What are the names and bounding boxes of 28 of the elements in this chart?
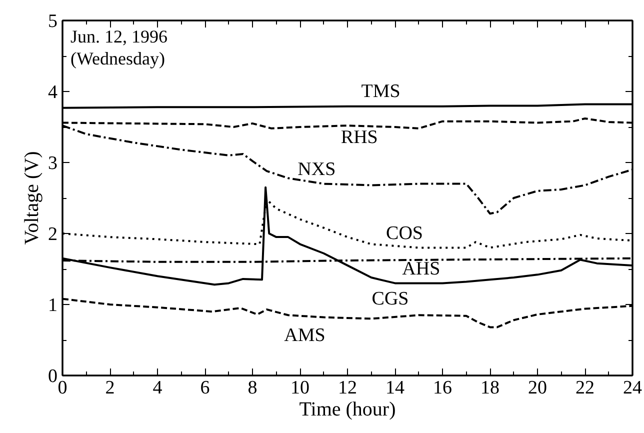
y-tick-label: 3 bbox=[48, 153, 58, 174]
x-tick-label: 22 bbox=[576, 378, 594, 398]
x-tick-label: 6 bbox=[200, 378, 210, 398]
x-tick-label: 14 bbox=[386, 378, 405, 398]
series-label: COS bbox=[386, 223, 423, 244]
x-tick-label: 2 bbox=[105, 378, 115, 398]
x-tick-label: 18 bbox=[480, 378, 500, 398]
x-axis-title: Time (hour) bbox=[299, 398, 396, 420]
x-tick-label: 12 bbox=[338, 378, 357, 398]
y-tick-label: 2 bbox=[48, 224, 58, 245]
series-label: RHS bbox=[340, 127, 378, 148]
annotation: Jun. 12, 1996 bbox=[70, 26, 168, 46]
series-label: TMS bbox=[361, 81, 400, 102]
y-tick-label: 1 bbox=[48, 295, 58, 316]
y-tick-label: 4 bbox=[48, 82, 58, 103]
y-axis-title: Voltage (V) bbox=[21, 151, 43, 245]
series-label: NXS bbox=[298, 159, 336, 180]
x-tick-label: 24 bbox=[623, 378, 642, 398]
x-tick-label: 10 bbox=[290, 378, 310, 398]
x-tick-label: 16 bbox=[433, 378, 452, 398]
series-label: CGS bbox=[372, 288, 409, 310]
series-label: AHS bbox=[402, 258, 440, 280]
series-label: AMS bbox=[284, 325, 326, 346]
x-tick-label: 8 bbox=[248, 378, 258, 398]
y-tick-label: 5 bbox=[48, 11, 58, 32]
x-tick-label: 4 bbox=[152, 378, 163, 398]
annotation: (Wednesday) bbox=[70, 48, 166, 68]
x-tick-label: 20 bbox=[528, 378, 547, 398]
